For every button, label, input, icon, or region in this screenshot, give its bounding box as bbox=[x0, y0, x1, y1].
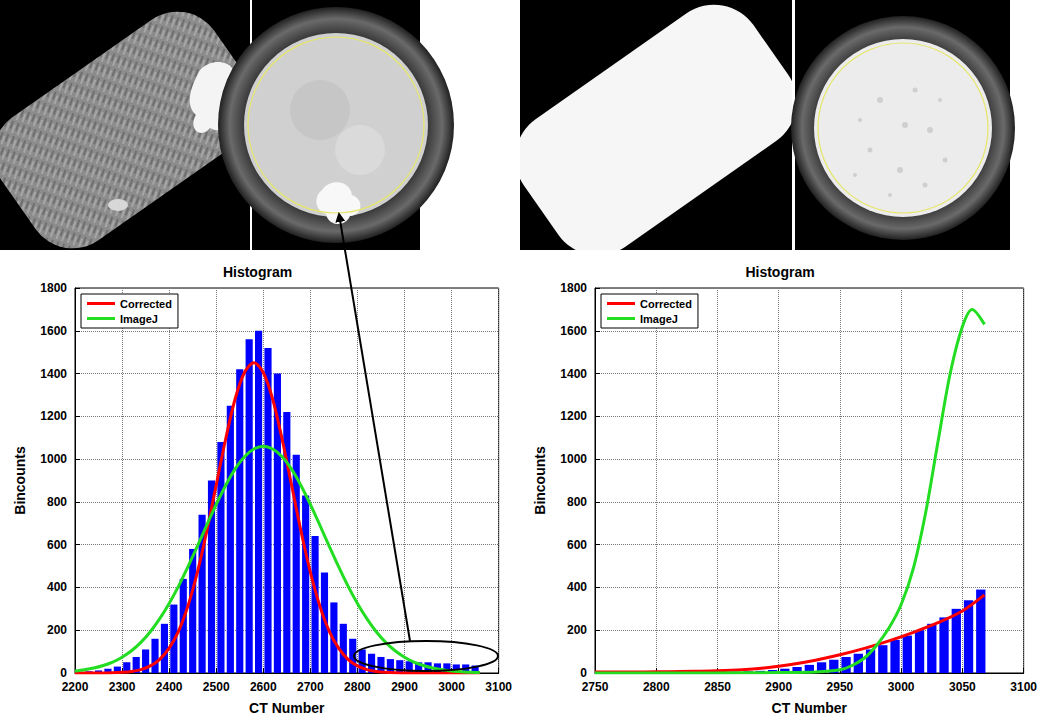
svg-text:200: 200 bbox=[47, 623, 67, 637]
svg-text:Bincounts: Bincounts bbox=[532, 446, 548, 515]
svg-text:ImageJ: ImageJ bbox=[120, 313, 158, 325]
svg-text:ImageJ: ImageJ bbox=[640, 313, 678, 325]
svg-text:600: 600 bbox=[567, 538, 587, 552]
svg-text:2900: 2900 bbox=[765, 680, 792, 694]
svg-text:800: 800 bbox=[47, 495, 67, 509]
svg-text:2400: 2400 bbox=[156, 680, 183, 694]
svg-text:1200: 1200 bbox=[40, 409, 67, 423]
svg-text:2950: 2950 bbox=[827, 680, 854, 694]
svg-text:1600: 1600 bbox=[40, 324, 67, 338]
svg-text:3100: 3100 bbox=[1010, 680, 1037, 694]
svg-text:2800: 2800 bbox=[643, 680, 670, 694]
svg-text:2800: 2800 bbox=[344, 680, 371, 694]
svg-text:Histogram: Histogram bbox=[223, 264, 292, 280]
svg-text:0: 0 bbox=[580, 666, 587, 680]
svg-text:400: 400 bbox=[47, 580, 67, 594]
svg-text:1800: 1800 bbox=[40, 281, 67, 295]
svg-text:800: 800 bbox=[567, 495, 587, 509]
svg-text:2750: 2750 bbox=[582, 680, 609, 694]
svg-text:3000: 3000 bbox=[438, 680, 465, 694]
svg-text:1800: 1800 bbox=[560, 281, 587, 295]
svg-text:1600: 1600 bbox=[560, 324, 587, 338]
svg-text:CT Number: CT Number bbox=[249, 700, 325, 716]
svg-text:3100: 3100 bbox=[485, 680, 512, 694]
svg-text:2600: 2600 bbox=[250, 680, 277, 694]
svg-text:1000: 1000 bbox=[40, 452, 67, 466]
svg-text:Corrected: Corrected bbox=[640, 298, 692, 310]
svg-text:600: 600 bbox=[47, 538, 67, 552]
svg-text:2700: 2700 bbox=[297, 680, 324, 694]
svg-text:1200: 1200 bbox=[560, 409, 587, 423]
svg-text:2900: 2900 bbox=[391, 680, 418, 694]
svg-text:3000: 3000 bbox=[888, 680, 915, 694]
svg-text:2300: 2300 bbox=[109, 680, 136, 694]
svg-text:0: 0 bbox=[60, 666, 67, 680]
svg-text:2850: 2850 bbox=[704, 680, 731, 694]
svg-text:2200: 2200 bbox=[62, 680, 89, 694]
svg-text:1400: 1400 bbox=[560, 367, 587, 381]
svg-text:CT Number: CT Number bbox=[772, 700, 848, 716]
svg-text:Bincounts: Bincounts bbox=[12, 446, 28, 515]
svg-text:200: 200 bbox=[567, 623, 587, 637]
svg-text:1400: 1400 bbox=[40, 367, 67, 381]
svg-text:3050: 3050 bbox=[949, 680, 976, 694]
svg-text:2500: 2500 bbox=[203, 680, 230, 694]
svg-text:400: 400 bbox=[567, 580, 587, 594]
svg-text:1000: 1000 bbox=[560, 452, 587, 466]
svg-text:Corrected: Corrected bbox=[120, 298, 172, 310]
svg-text:Histogram: Histogram bbox=[745, 264, 814, 280]
